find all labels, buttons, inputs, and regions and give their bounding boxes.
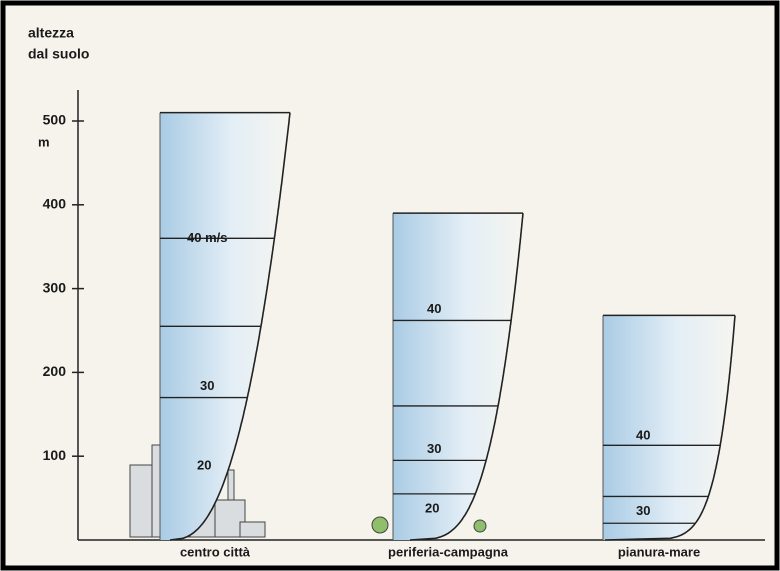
axis-unit: m	[38, 134, 50, 149]
profile-curve	[604, 315, 736, 541]
speed-label: 20	[197, 458, 211, 473]
profile-label: pianura-mare	[618, 544, 700, 559]
profile-label: centro città	[180, 544, 251, 559]
tick-label: 400	[43, 196, 67, 212]
axis-label: dal suolo	[28, 46, 89, 62]
tick-label: 500	[43, 112, 67, 128]
speed-label: 40 m/s	[187, 230, 227, 245]
profile-label: periferia-campagna	[388, 544, 509, 559]
tick-label: 100	[43, 447, 67, 463]
speed-label: 30	[200, 378, 214, 393]
tick-label: 300	[43, 279, 67, 295]
speed-label: 30	[427, 441, 441, 456]
axis-label: altezza	[28, 25, 74, 41]
speed-label: 20	[425, 500, 439, 515]
profile-area	[603, 315, 735, 540]
speed-label: 40	[636, 428, 650, 443]
profile-area	[393, 213, 523, 540]
speed-label: 40	[427, 301, 441, 316]
tick-label: 200	[43, 363, 67, 379]
speed-label: 30	[636, 503, 650, 518]
profile-curve	[169, 112, 291, 541]
profile-curve	[409, 213, 524, 541]
